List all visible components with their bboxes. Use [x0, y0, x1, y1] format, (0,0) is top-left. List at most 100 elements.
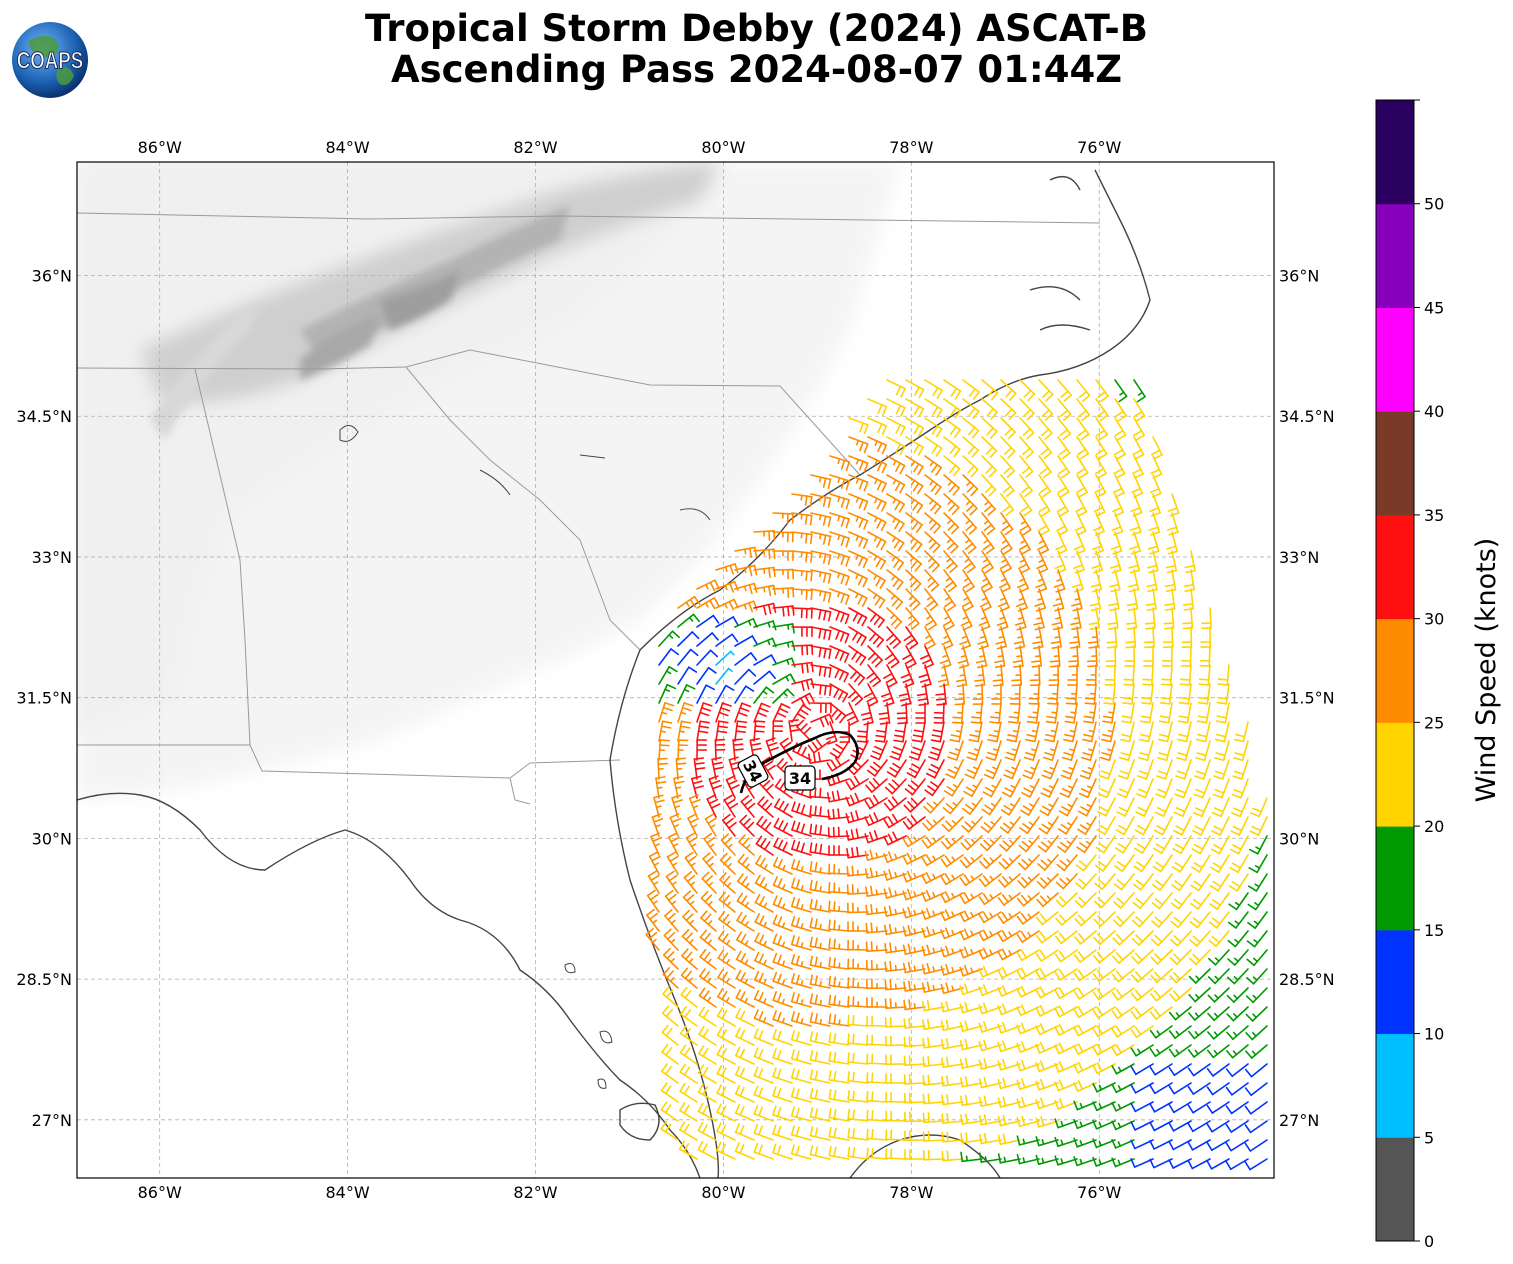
wind-barb-1172 — [734, 1142, 755, 1160]
wind-barb-550 — [1212, 778, 1230, 799]
wind-barb-709 — [1113, 873, 1135, 891]
wind-barb-1020 — [866, 1053, 888, 1065]
wind-barb-648 — [1210, 835, 1230, 855]
wind-barb-473 — [966, 740, 983, 761]
wind-barb-916 — [717, 988, 736, 1008]
wind-barb-132 — [1000, 512, 1014, 536]
wind-barb-788 — [736, 911, 755, 932]
wind-barb-562 — [826, 790, 850, 803]
wind-barb-57 — [1076, 436, 1090, 460]
wind-barb-367 — [753, 670, 776, 685]
wind-barb-1198 — [1225, 1158, 1249, 1171]
wind-barb-623 — [739, 814, 755, 837]
lon-tick-label-top: 82°W — [513, 138, 557, 157]
wind-barb-658 — [773, 837, 793, 856]
wind-barb-567 — [923, 797, 945, 814]
wind-barb-412 — [1007, 702, 1021, 724]
wind-barb-299 — [1181, 626, 1193, 648]
wind-barb-395 — [696, 684, 715, 704]
wind-barb-430 — [772, 703, 791, 723]
wind-barb-777 — [1151, 911, 1173, 928]
wind-barb-904 — [1092, 987, 1116, 1001]
lat-tick-label-left: 27°N — [32, 1111, 72, 1130]
wind-barb-401 — [810, 702, 832, 714]
wind-barb-167 — [772, 550, 794, 561]
wind-barb-32 — [905, 417, 925, 437]
wind-barb-860 — [865, 959, 888, 971]
wind-barb-218 — [734, 582, 758, 595]
wind-barb-995 — [997, 1040, 1021, 1053]
wind-barb-1046 — [753, 1066, 774, 1084]
wind-barb-1125 — [1035, 1116, 1059, 1128]
wind-barb-62 — [829, 455, 850, 472]
wind-barb-165 — [734, 546, 758, 558]
wind-barb-622 — [721, 813, 737, 837]
wind-barb-641 — [1076, 835, 1097, 854]
wind-barb-319 — [994, 645, 1006, 669]
wind-barb-643 — [1114, 835, 1135, 854]
wind-barb-480 — [1099, 740, 1116, 761]
wind-barb-385 — [1084, 683, 1097, 705]
wind-barb-526 — [761, 756, 776, 780]
wind-barb-936 — [1092, 1006, 1116, 1019]
wind-barb-1 — [905, 379, 925, 399]
wind-barb-215 — [1183, 569, 1195, 592]
wind-barb-14 — [867, 398, 888, 416]
wind-barb-644 — [1134, 835, 1154, 854]
wind-barb-631 — [883, 831, 907, 846]
wind-barb-370 — [810, 683, 832, 697]
wind-barb-1075 — [697, 1083, 717, 1103]
wind-barb-577 — [1116, 797, 1135, 817]
wind-barb-451 — [1157, 721, 1173, 743]
wind-barb-1081 — [809, 1088, 831, 1103]
wind-barb-761 — [847, 902, 869, 914]
wind-barb-89 — [981, 474, 997, 497]
wind-barb-280 — [829, 626, 850, 644]
wind-barb-809 — [1131, 930, 1154, 946]
wind-barb-152 — [943, 531, 959, 554]
wind-barb-1188 — [1035, 1154, 1059, 1165]
wind-barb-333 — [696, 649, 719, 666]
wind-barb-133 — [1019, 512, 1032, 536]
wind-barb-302 — [677, 631, 700, 647]
wind-barb-309 — [810, 645, 832, 660]
wind-barb-963 — [997, 1021, 1021, 1034]
wind-barb-101 — [829, 493, 850, 510]
wind-barb-1148 — [866, 1128, 888, 1141]
wind-barb-377 — [935, 683, 947, 706]
colorbar-bin-1 — [1376, 1033, 1414, 1138]
wind-barb-990 — [903, 1036, 926, 1048]
wind-barb-472 — [947, 740, 964, 761]
wind-barb-789 — [754, 913, 774, 932]
wind-barb-510 — [1060, 759, 1078, 780]
wind-barb-605 — [1019, 816, 1040, 835]
wind-barb-922 — [828, 994, 850, 1008]
wind-barb-76 — [1094, 455, 1107, 479]
wind-barb-148 — [867, 531, 887, 551]
wind-barb-168 — [791, 550, 813, 563]
wind-barb-801 — [978, 929, 1002, 942]
wind-barb-685 — [666, 851, 679, 875]
wind-barb-279 — [810, 626, 832, 641]
wind-barb-1018 — [828, 1051, 850, 1065]
wind-barb-198 — [867, 569, 886, 589]
wind-barb-820 — [717, 930, 736, 951]
wind-barb-919 — [772, 991, 793, 1008]
wind-barb-791 — [790, 915, 812, 932]
wind-barb-690 — [755, 855, 774, 875]
wind-barb-450 — [1138, 721, 1154, 743]
wind-barb-244 — [696, 597, 720, 610]
wind-barb-281 — [848, 626, 867, 646]
wind-barb-497 — [808, 751, 831, 764]
wind-barb-686 — [684, 851, 698, 875]
wind-barb-145 — [810, 531, 832, 546]
wind-barb-915 — [698, 987, 717, 1008]
wind-barb-774 — [1093, 911, 1116, 927]
wind-barb-12 — [1114, 379, 1128, 403]
wind-barb-11 — [1095, 379, 1109, 403]
colorbar-frame — [1375, 99, 1415, 1242]
wind-barb-335 — [734, 652, 758, 666]
wind-barb-1170 — [697, 1140, 717, 1160]
wind-barb-783 — [646, 908, 660, 932]
wind-barb-193 — [772, 568, 794, 580]
